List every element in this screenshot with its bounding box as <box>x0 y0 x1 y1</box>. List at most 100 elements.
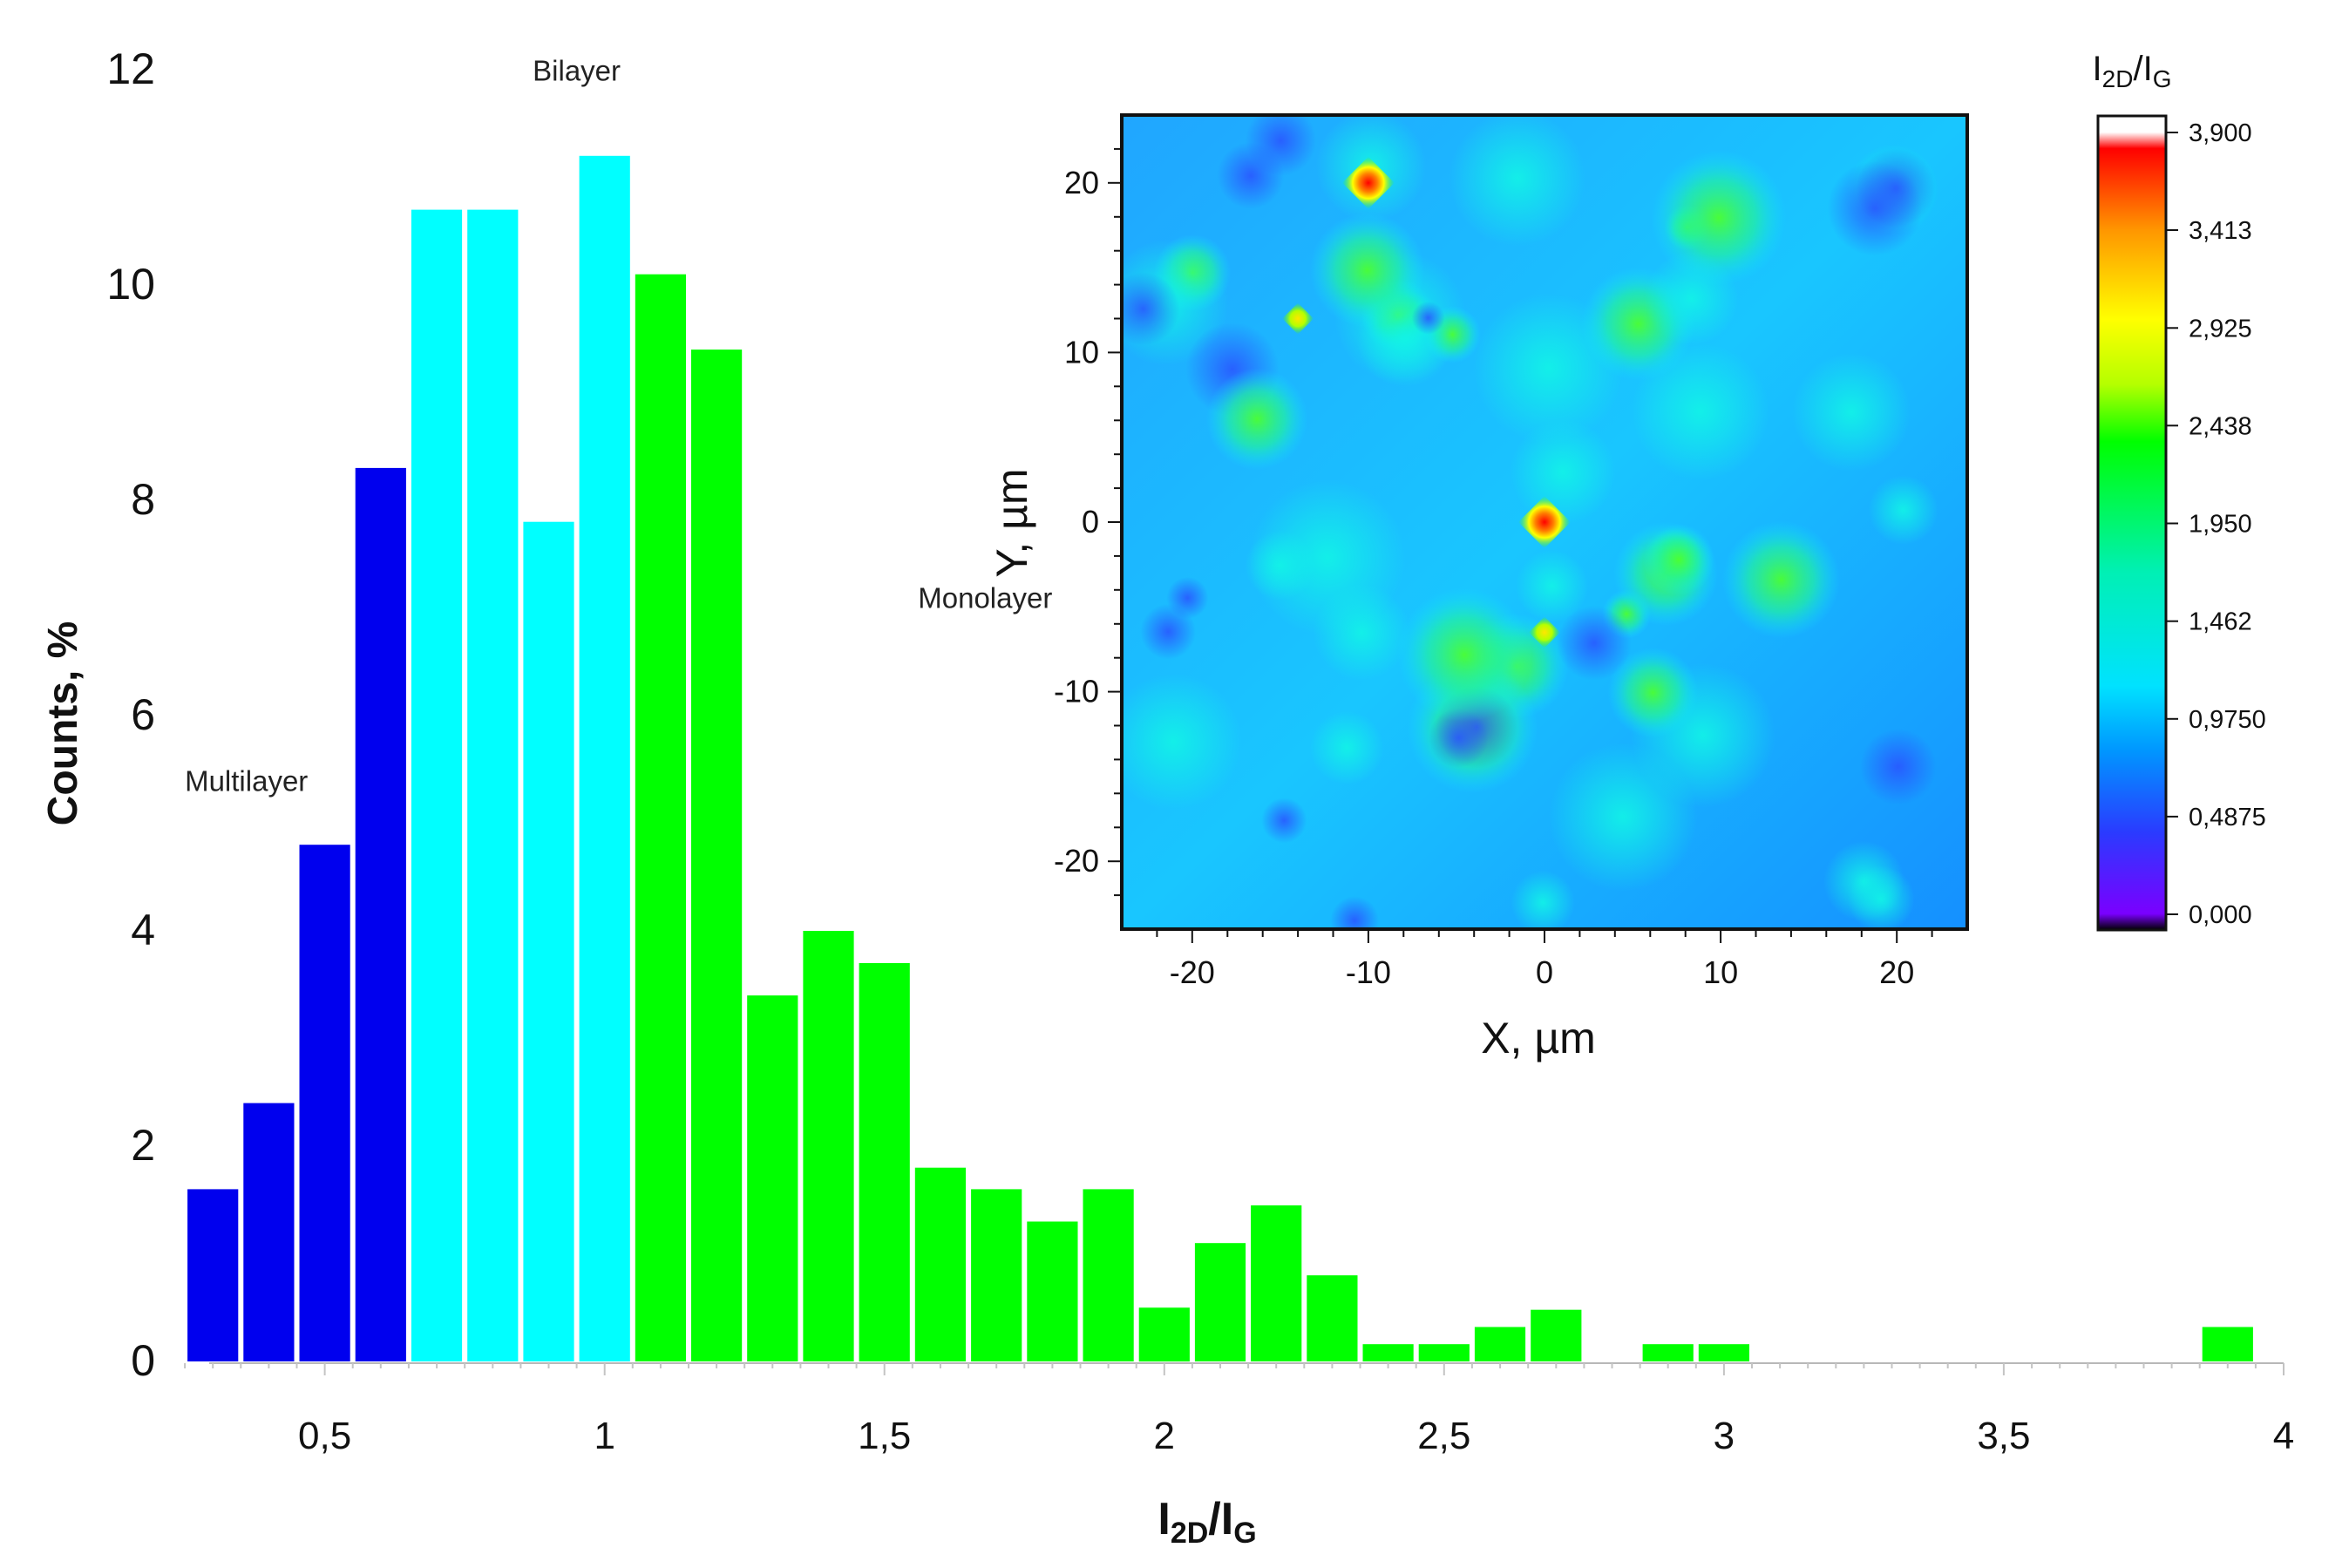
map-y-tick-label: 10 <box>1064 334 1099 370</box>
y-tick-label: 12 <box>106 44 155 93</box>
y-tick-label: 2 <box>131 1121 155 1170</box>
y-tick-label: 4 <box>131 906 155 954</box>
histogram-bar <box>1307 1275 1358 1361</box>
y-tick-label: 6 <box>131 690 155 739</box>
map-texture-blob <box>1261 798 1307 844</box>
map-x-tick-label: -20 <box>1170 954 1215 990</box>
map-texture-blob <box>1473 293 1625 444</box>
histogram-bar <box>299 845 350 1361</box>
histogram-x-axis <box>184 1362 2285 1375</box>
map-texture-blob <box>1122 272 1180 346</box>
map-texture-blob <box>1792 352 1911 472</box>
group-label-multilayer: Multilayer <box>185 765 308 798</box>
colorbar-title: I2D/IG <box>2093 50 2172 92</box>
x-axis-title-sub1: 2D <box>1171 1517 1208 1550</box>
histogram-x-ticks: 0,5 1 1,5 2 2,5 3 3,5 4 <box>298 1415 2294 1457</box>
map-texture-blob <box>1511 870 1575 929</box>
colorbar-title-main: I <box>2093 50 2102 88</box>
histogram-bar <box>1698 1344 1749 1361</box>
inset-map: -20 -10 0 10 20 -20 -10 0 10 20 X, µm Y, µm <box>988 113 1969 1062</box>
histogram-bar <box>971 1189 1022 1361</box>
histogram-bar <box>1474 1327 1526 1361</box>
histogram-bar <box>1418 1344 1470 1361</box>
histogram-bar <box>1027 1221 1078 1361</box>
map-texture-blob <box>1557 605 1632 681</box>
colorbar-tick-label: 2,438 <box>2189 412 2252 440</box>
histogram-bars <box>187 155 2253 1362</box>
map-hotspot <box>1282 302 1314 335</box>
y-tick-label: 10 <box>106 260 155 309</box>
map-hotspot <box>1341 156 1395 209</box>
histogram-y-ticks: 0 2 4 6 8 10 12 <box>106 44 155 1385</box>
colorbar-tick-label: 3,900 <box>2189 119 2252 147</box>
histogram-bar <box>1251 1205 1302 1361</box>
histogram-bar <box>2202 1327 2253 1361</box>
map-x-tick-label: 0 <box>1536 954 1553 990</box>
colorbar-title-slash: /I <box>2133 50 2152 88</box>
map-texture-blob <box>1651 150 1787 286</box>
x-tick-label: 3,5 <box>1977 1415 2030 1457</box>
x-tick-label: 1 <box>594 1415 614 1457</box>
histogram-bar <box>914 1167 966 1361</box>
histogram-bar <box>1083 1189 1134 1361</box>
x-axis-title-main: I <box>1158 1494 1170 1544</box>
histogram-bar <box>579 155 630 1361</box>
group-label-monolayer: Monolayer <box>918 582 1052 614</box>
map-texture-blob <box>1397 587 1532 723</box>
colorbar-tick-label: 1,950 <box>2189 511 2252 539</box>
colorbar-tick-label: 0,000 <box>2189 901 2252 929</box>
map-texture-blob <box>1249 479 1406 636</box>
colorbar-title-sub1: 2D <box>2102 65 2134 92</box>
histogram-bar <box>803 931 854 1361</box>
x-axis-title-slash: /I <box>1208 1494 1233 1544</box>
y-tick-label: 0 <box>131 1336 155 1385</box>
map-x-axis-title: X, µm <box>1481 1014 1596 1062</box>
map-texture-blob <box>1515 549 1589 623</box>
map-texture-blob <box>1205 368 1308 471</box>
histogram-bar <box>747 995 798 1361</box>
map-texture-blob <box>1166 576 1209 620</box>
map-texture-blob <box>1411 301 1445 335</box>
map-texture-blob <box>1330 896 1380 929</box>
x-axis-title-sub2: G <box>1233 1517 1256 1550</box>
y-axis-title: Counts, % <box>40 621 86 826</box>
colorbar-title-sub2: G <box>2153 65 2172 92</box>
histogram-bar <box>523 521 574 1361</box>
histogram-bar <box>1362 1344 1414 1361</box>
map-texture-blob <box>1429 708 1489 768</box>
colorbar-tick-label: 1,462 <box>2189 608 2252 636</box>
map-texture-blob <box>1860 728 1937 805</box>
map-texture-blob <box>1510 419 1616 525</box>
map-y-tick-label: -10 <box>1054 674 1099 709</box>
group-label-bilayer: Bilayer <box>533 54 621 86</box>
x-tick-label: 0,5 <box>298 1415 351 1457</box>
x-tick-label: 1,5 <box>858 1415 911 1457</box>
map-texture-blob <box>1356 290 1454 388</box>
map-texture-blob <box>1722 520 1840 639</box>
colorbar-ticks: 3,900 3,413 2,925 2,438 1,950 1,462 0,9750 0,48… <box>2166 119 2266 929</box>
map-texture-blob <box>1217 142 1285 209</box>
map-texture-blob <box>1632 343 1769 481</box>
map-y-axis-title: Y, µm <box>988 468 1036 577</box>
map-y-tick-label: 20 <box>1064 165 1099 200</box>
map-texture-blob <box>1607 647 1699 738</box>
map-hotspots <box>1282 156 1571 648</box>
map-x-ticks: -20 -10 0 10 20 <box>1156 929 1933 990</box>
map-y-tick-label: 0 <box>1082 504 1099 540</box>
map-hotspot <box>1518 496 1571 548</box>
histogram-bar <box>1642 1344 1694 1361</box>
map-x-tick-label: -10 <box>1346 954 1391 990</box>
map-y-ticks: -20 -10 0 10 20 <box>1054 147 1122 897</box>
x-tick-label: 2 <box>1154 1415 1175 1457</box>
map-texture-blob <box>1449 115 1586 247</box>
x-axis-title: I2D/IG <box>1158 1494 1256 1550</box>
histogram-bar <box>635 274 686 1362</box>
colorbar-tick-label: 0,4875 <box>2189 804 2266 832</box>
histogram-bar <box>411 209 463 1362</box>
histogram-bar <box>467 209 519 1362</box>
histogram-bar <box>1531 1309 1582 1361</box>
map-texture-blob <box>1644 252 1739 346</box>
map-x-tick-label: 10 <box>1703 954 1738 990</box>
